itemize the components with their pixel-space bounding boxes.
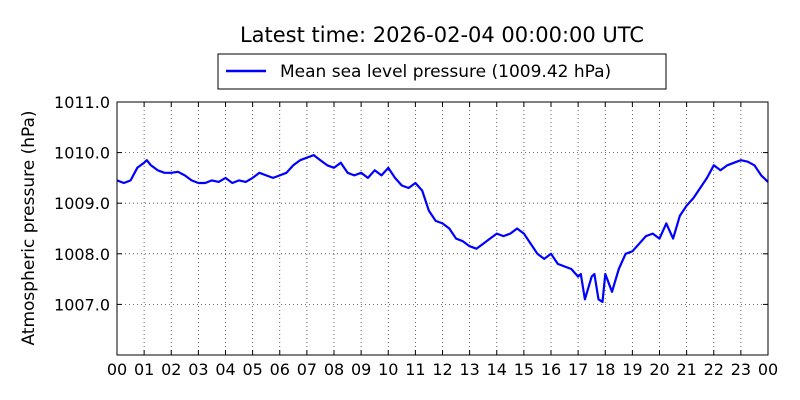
legend-box <box>217 53 667 90</box>
y-tick-label: 1009.0 <box>54 194 110 213</box>
x-tick-label: 17 <box>568 360 588 379</box>
x-tick-label: 03 <box>188 360 208 379</box>
series-line-mean-sea-level-pressure <box>116 154 769 303</box>
legend-label: Mean sea level pressure (1009.42 hPa) <box>280 62 611 82</box>
x-tick-label: 08 <box>324 360 344 379</box>
x-tick-label: 00 <box>758 360 778 379</box>
y-tick-label: 1011.0 <box>54 93 110 112</box>
x-tick-label: 06 <box>270 360 290 379</box>
legend: Mean sea level pressure (1009.42 hPa) <box>217 53 667 90</box>
x-tick-label: 04 <box>215 360 235 379</box>
series-layer <box>116 154 769 303</box>
x-tick-label: 20 <box>649 360 669 379</box>
y-ticks: 1011.0 1010.0 1009.0 1008.0 1007.0 <box>54 93 768 314</box>
x-tick-label: 21 <box>676 360 696 379</box>
x-tick-label: 23 <box>731 360 751 379</box>
x-tick-label: 13 <box>459 360 479 379</box>
x-tick-label: 02 <box>161 360 181 379</box>
x-tick-label: 19 <box>622 360 642 379</box>
x-tick-label: 00 <box>107 360 127 379</box>
x-ticks: 00 01 02 03 04 05 06 07 08 09 10 11 12 13 14 15 16 17 18 19… <box>107 102 778 379</box>
x-tick-label: 05 <box>242 360 262 379</box>
x-tick-label: 10 <box>378 360 398 379</box>
x-tick-label: 15 <box>514 360 534 379</box>
chart-title: Latest time: 2026-02-04 00:00:00 UTC <box>240 23 644 47</box>
y-tick-label: 1010.0 <box>54 144 110 163</box>
y-axis-label: Atmospheric pressure (hPa) <box>19 110 39 345</box>
x-tick-label: 22 <box>704 360 724 379</box>
x-tick-label: 14 <box>487 360 507 379</box>
x-tick-label: 18 <box>595 360 615 379</box>
x-tick-label: 07 <box>297 360 317 379</box>
y-tick-label: 1008.0 <box>54 245 110 264</box>
x-tick-label: 09 <box>351 360 371 379</box>
plot-frame <box>116 101 769 356</box>
grid <box>117 102 768 355</box>
x-tick-label: 12 <box>432 360 452 379</box>
y-tick-label: 1007.0 <box>54 295 110 314</box>
x-tick-label: 01 <box>134 360 154 379</box>
x-tick-label: 11 <box>405 360 425 379</box>
x-tick-label: 16 <box>541 360 561 379</box>
